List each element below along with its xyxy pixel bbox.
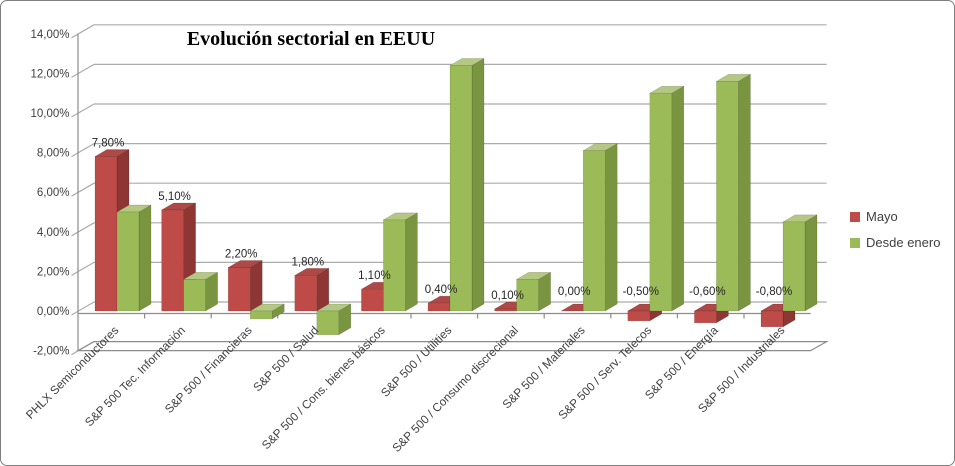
legend-label-mayo: Mayo (866, 209, 898, 224)
wall-gridline (71, 182, 95, 197)
data-label-mayo: 7,80% (92, 138, 125, 150)
legend-swatch-desde-enero (850, 237, 860, 248)
bar-mayo-10 (760, 310, 784, 328)
y-axis-label: -2,00% (33, 346, 69, 358)
legend-item-desde-enero[interactable]: Desde enero (850, 235, 940, 250)
bar-mayo-0 (94, 156, 118, 312)
bar-mayo-1 (161, 209, 184, 312)
legend-item-mayo[interactable]: Mayo (850, 209, 940, 224)
y-axis-label: 0,00% (37, 306, 70, 318)
bar-mayo-2-side (249, 260, 263, 312)
category-label: S&P 500 / Salud (250, 323, 321, 394)
data-label-mayo: 0,40% (425, 284, 458, 296)
wall-gridline (71, 301, 95, 316)
bar-mayo-8 (627, 310, 651, 322)
category-label: S&P 500 / Utilities (378, 323, 455, 400)
bar-desde-enero-5 (449, 65, 473, 312)
y-axis-label: 6,00% (37, 187, 70, 199)
bar-desde-enero-4 (383, 219, 406, 312)
data-label-mayo: -0,60% (689, 286, 725, 298)
bar-desde-enero-10 (782, 221, 806, 312)
y-axis-label: 2,00% (37, 266, 70, 278)
legend: Mayo Desde enero (850, 209, 940, 250)
y-axis-label: 8,00% (37, 148, 70, 160)
bar-desde-enero-6 (516, 279, 539, 312)
bar-desde-enero-8-side (671, 85, 685, 312)
data-label-mayo: 0,00% (558, 286, 591, 298)
wall-gridline (71, 103, 95, 118)
y-axis-label: 14,00% (30, 29, 69, 41)
wall-gridline (71, 261, 95, 276)
bar-mayo-4 (361, 288, 384, 312)
bar-desde-enero-0 (116, 211, 140, 312)
bar-desde-enero-1 (183, 279, 206, 312)
floor (75, 341, 829, 352)
wall-gridline (71, 24, 95, 39)
category-label: S&P 500 / Cons. bienes básicos (259, 323, 388, 452)
wall-gridline (71, 63, 95, 78)
bar-desde-enero-3 (316, 310, 340, 336)
category-label: S&P 500 / Consumo discrecional (389, 323, 521, 455)
y-axis-label: 12,00% (30, 68, 69, 80)
bar-desde-enero-9-side (738, 73, 751, 312)
wall-gridline (71, 222, 95, 237)
bar-desde-enero-7 (582, 150, 606, 312)
bar-desde-enero-0-side (138, 204, 152, 312)
bar-desde-enero-10-side (804, 214, 818, 312)
data-label-mayo: 2,20% (225, 248, 258, 260)
bar-desde-enero-8 (649, 92, 673, 312)
bar-mayo-3-side (316, 267, 330, 312)
y-axis-label: 10,00% (30, 108, 69, 120)
data-label-mayo: -0,50% (623, 286, 659, 298)
data-label-mayo: 0,10% (491, 290, 524, 302)
data-label-mayo: 1,10% (358, 270, 391, 282)
bar-desde-enero-7-side (604, 143, 618, 312)
data-label-mayo: 1,80% (291, 256, 324, 268)
chart-title: Evolución sectorial en EEUU (186, 28, 436, 50)
data-label-mayo: -0,80% (756, 286, 792, 298)
data-label-mayo: 5,10% (158, 191, 191, 203)
legend-label-desde-enero: Desde enero (866, 235, 941, 250)
bar-desde-enero-9 (716, 81, 739, 312)
legend-swatch-mayo (850, 211, 860, 222)
bar-mayo-5 (427, 302, 451, 312)
bar-mayo-2 (227, 267, 251, 312)
bar-desde-enero-4-side (405, 212, 418, 312)
bar-desde-enero-2 (249, 310, 273, 320)
wall-gridline (71, 143, 95, 158)
bar-mayo-9 (694, 310, 717, 324)
bar-mayo-3 (294, 275, 318, 312)
y-axis-label: 4,00% (37, 227, 70, 239)
bar-desde-enero-5-side (471, 58, 485, 312)
bar-mayo-6 (494, 308, 517, 312)
